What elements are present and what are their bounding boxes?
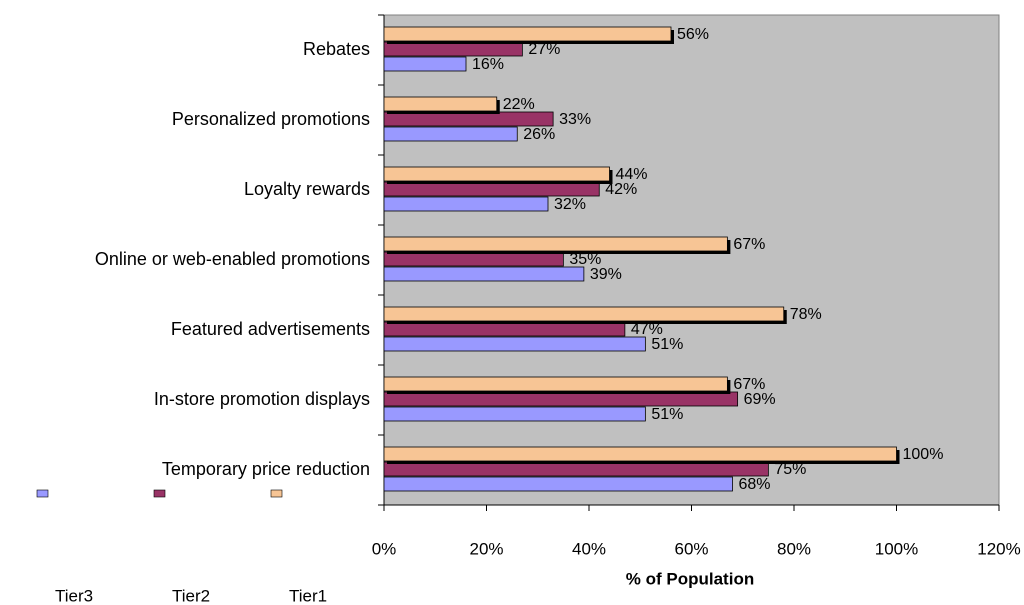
data-label: 33% [559, 111, 591, 128]
data-label: 47% [631, 321, 663, 338]
x-tick-label: 0% [372, 539, 397, 558]
x-tick-label: 40% [572, 539, 606, 558]
category-label: Loyalty rewards [244, 179, 370, 199]
legend-label: Tier1 [289, 586, 327, 605]
x-tick-label: 100% [875, 539, 918, 558]
legend-label: Tier2 [172, 586, 210, 605]
data-label: 67% [733, 236, 765, 253]
data-label: 75% [774, 461, 806, 478]
category-label: Personalized promotions [172, 109, 370, 129]
legend-swatch [270, 489, 283, 498]
legend-label: Tier3 [55, 586, 93, 605]
bar [383, 476, 733, 492]
bar [383, 56, 467, 72]
x-axis-title: % of Population [626, 569, 754, 588]
data-label: 26% [523, 126, 555, 143]
data-label: 42% [605, 181, 637, 198]
category-label: Online or web-enabled promotions [95, 249, 370, 269]
category-label: Rebates [303, 39, 370, 59]
data-label: 68% [739, 476, 771, 493]
data-label: 35% [569, 251, 601, 268]
data-label: 16% [472, 56, 504, 73]
data-label: 27% [528, 41, 560, 58]
bar [383, 266, 585, 282]
bar [383, 26, 672, 42]
category-label: Temporary price reduction [162, 459, 370, 479]
bar [383, 446, 897, 462]
data-label: 51% [651, 336, 683, 353]
bar [383, 321, 626, 337]
data-label: 51% [651, 406, 683, 423]
x-tick-label: 80% [777, 539, 811, 558]
category-label: Featured advertisements [171, 319, 370, 339]
bar [383, 166, 610, 182]
data-label: 100% [903, 446, 944, 463]
data-label: 32% [554, 196, 586, 213]
x-tick-label: 20% [469, 539, 503, 558]
data-label: 67% [733, 376, 765, 393]
x-tick-label: 60% [674, 539, 708, 558]
bar [383, 391, 739, 407]
legend-swatch [36, 489, 49, 498]
data-label: 78% [790, 306, 822, 323]
bar [383, 376, 728, 392]
bar [383, 251, 564, 267]
bar [383, 181, 600, 197]
data-label: 69% [744, 391, 776, 408]
bar [383, 41, 523, 57]
bar [383, 306, 785, 322]
bar [383, 126, 518, 142]
data-label: 39% [590, 266, 622, 283]
bar [383, 111, 554, 127]
bar [383, 461, 769, 477]
bar [383, 96, 498, 112]
x-tick-label: 120% [977, 539, 1020, 558]
data-label: 56% [677, 26, 709, 43]
data-label: 44% [616, 166, 648, 183]
legend-swatch [153, 489, 166, 498]
bar [383, 196, 549, 212]
bar [383, 336, 646, 352]
bar [383, 406, 646, 422]
bar [383, 236, 728, 252]
category-label: In-store promotion displays [154, 389, 370, 409]
data-label: 22% [503, 96, 535, 113]
